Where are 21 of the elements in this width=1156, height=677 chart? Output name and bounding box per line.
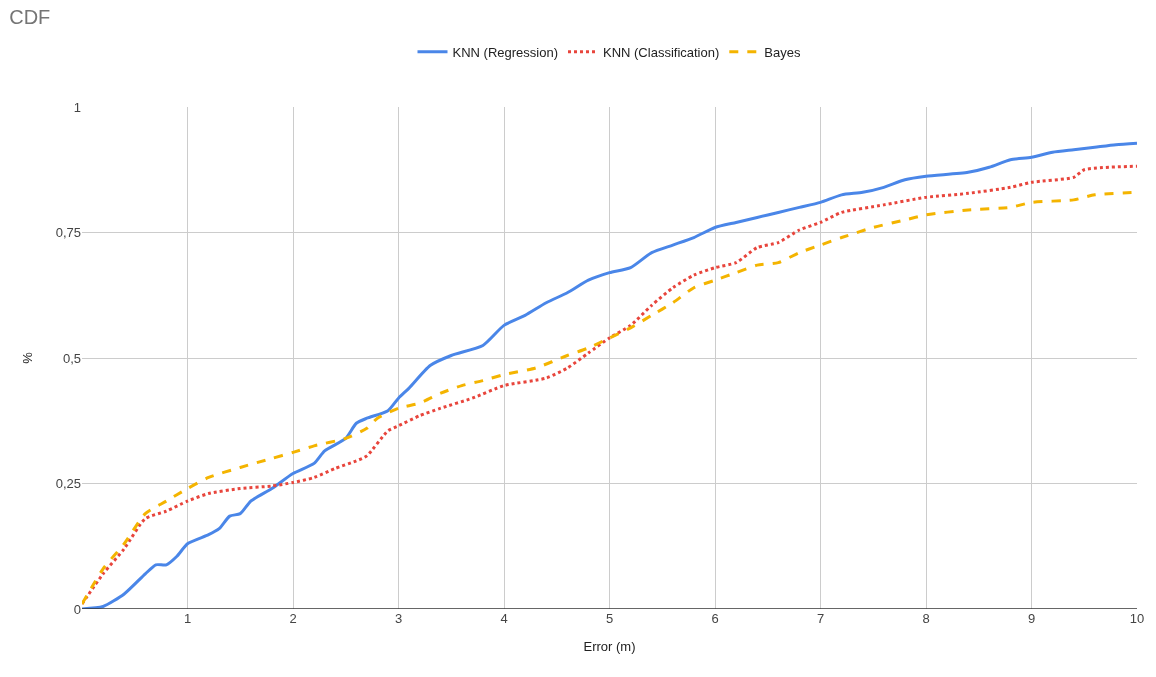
chart-title: CDF [9, 6, 51, 29]
x-tick-label: 5 [605, 611, 614, 626]
x-tick-label: 3 [394, 611, 403, 626]
y-tick-label: 0,75 [55, 225, 81, 241]
y-axis-title: % [19, 351, 35, 364]
x-tick-label: 6 [711, 611, 719, 626]
x-tick-label: 2 [289, 611, 297, 626]
legend-label: KNN (Classification) [602, 44, 720, 60]
legend-label: KNN (Regression) [452, 44, 558, 60]
y-tick-label: 1 [73, 99, 81, 115]
x-axis-title: Error (m) [583, 638, 636, 654]
x-tick-label: 1 [183, 611, 192, 626]
x-tick-label: 8 [922, 611, 930, 626]
x-tick-label: 9 [1027, 611, 1036, 626]
y-tick-label: 0 [73, 601, 81, 617]
legend-label: Bayes [764, 44, 801, 60]
x-tick-label: 7 [816, 611, 825, 626]
y-tick-label: 0,5 [62, 350, 81, 366]
x-tick-label: 4 [500, 611, 508, 626]
y-tick-label: 0,25 [55, 476, 81, 492]
x-tick-label: 10 [1129, 611, 1145, 626]
